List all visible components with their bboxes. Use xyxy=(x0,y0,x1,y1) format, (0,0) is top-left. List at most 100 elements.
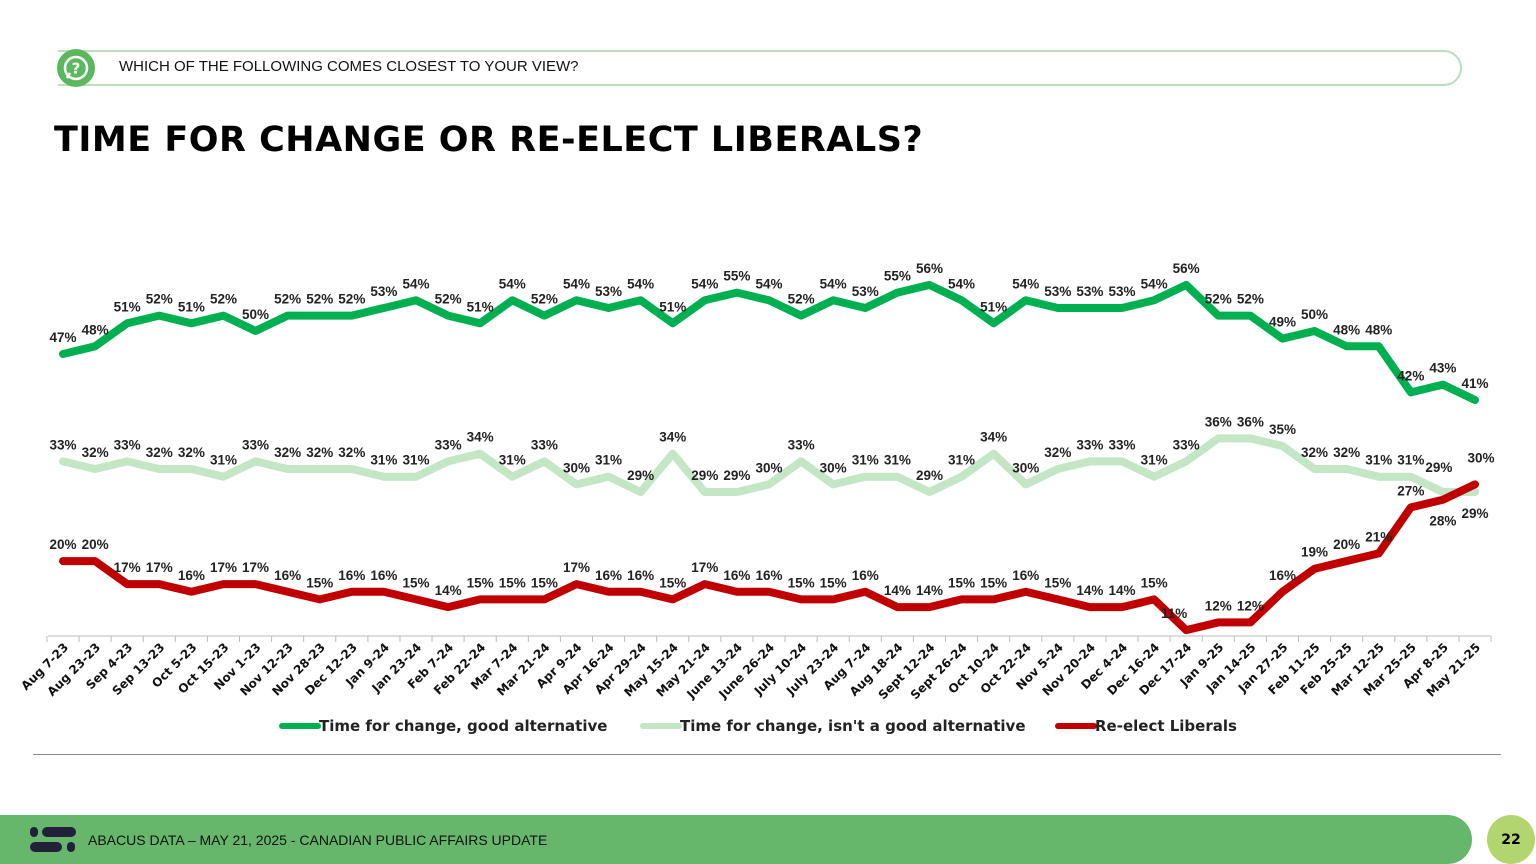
data-label: 52% xyxy=(531,292,558,307)
data-label: 30% xyxy=(563,460,590,475)
data-label: 27% xyxy=(1397,483,1424,498)
data-label: 16% xyxy=(755,568,782,583)
data-label: 33% xyxy=(788,437,815,452)
abacus-logo-icon xyxy=(30,827,76,852)
data-label: 31% xyxy=(210,453,237,468)
data-label: 54% xyxy=(499,276,526,291)
data-label: 32% xyxy=(178,445,205,460)
data-label: 53% xyxy=(852,284,879,299)
data-label: 50% xyxy=(1301,307,1328,322)
data-label: 33% xyxy=(1173,437,1200,452)
svg-text:?: ? xyxy=(72,60,81,78)
chart-title: TIME FOR CHANGE OR RE-ELECT LIBERALS? xyxy=(54,120,924,160)
data-label: 52% xyxy=(306,292,333,307)
data-label: 53% xyxy=(595,284,622,299)
data-label: 12% xyxy=(1237,598,1264,613)
data-label: 17% xyxy=(691,560,718,575)
data-label: 31% xyxy=(1397,453,1424,468)
data-label: 33% xyxy=(435,437,462,452)
data-label: 51% xyxy=(467,299,494,314)
data-label: 52% xyxy=(1205,292,1232,307)
question-icon: ? xyxy=(57,49,95,87)
data-label: 52% xyxy=(435,292,462,307)
data-label: 16% xyxy=(338,568,365,583)
data-label: 34% xyxy=(659,430,686,445)
data-label: 15% xyxy=(788,575,815,590)
data-label: 29% xyxy=(916,468,943,483)
data-label: 30% xyxy=(1012,460,1039,475)
data-label: 17% xyxy=(242,560,269,575)
data-label: 54% xyxy=(755,276,782,291)
data-label: 30% xyxy=(820,460,847,475)
data-label: 30% xyxy=(755,460,782,475)
data-label: 32% xyxy=(146,445,173,460)
data-label: 16% xyxy=(178,568,205,583)
data-label: 36% xyxy=(1205,414,1232,429)
question-text: WHICH OF THE FOLLOWING COMES CLOSEST TO … xyxy=(119,58,579,75)
data-label: 32% xyxy=(1044,445,1071,460)
data-label: 14% xyxy=(1108,583,1135,598)
data-label: 31% xyxy=(402,453,429,468)
data-label: 11% xyxy=(1161,606,1187,621)
data-label: 16% xyxy=(723,568,750,583)
data-label: 54% xyxy=(691,276,718,291)
data-label: 20% xyxy=(1333,537,1360,552)
data-label: 53% xyxy=(370,284,397,299)
data-label: 15% xyxy=(306,575,333,590)
data-label: 33% xyxy=(1076,437,1103,452)
legend-label: Re-elect Liberals xyxy=(1095,717,1237,735)
data-label: 31% xyxy=(948,453,975,468)
data-label: 14% xyxy=(884,583,911,598)
data-label: 16% xyxy=(274,568,301,583)
data-label: 54% xyxy=(402,276,429,291)
data-label: 41% xyxy=(1461,376,1488,391)
data-label: 28% xyxy=(1429,514,1456,529)
data-label: 32% xyxy=(274,445,301,460)
data-label: 49% xyxy=(1269,315,1296,330)
data-label: 33% xyxy=(49,437,76,452)
data-label: 52% xyxy=(788,292,815,307)
data-label: 15% xyxy=(499,575,526,590)
data-label: 29% xyxy=(723,468,750,483)
data-label: 16% xyxy=(595,568,622,583)
legend-label: Time for change, isn't a good alternativ… xyxy=(680,717,1026,735)
data-label: 15% xyxy=(1141,575,1168,590)
data-label: 33% xyxy=(114,437,141,452)
footer-text: ABACUS DATA – MAY 21, 2025 - CANADIAN PU… xyxy=(88,832,548,848)
data-label: 16% xyxy=(627,568,654,583)
data-label: 48% xyxy=(82,322,109,337)
data-label: 35% xyxy=(1269,422,1296,437)
data-label: 51% xyxy=(980,299,1007,314)
data-label: 31% xyxy=(499,453,526,468)
data-label: 16% xyxy=(1012,568,1039,583)
data-label: 19% xyxy=(1301,545,1328,560)
data-label: 53% xyxy=(1044,284,1071,299)
data-label: 42% xyxy=(1397,368,1424,383)
data-label: 29% xyxy=(627,468,654,483)
data-label: 54% xyxy=(1012,276,1039,291)
data-label: 53% xyxy=(1076,284,1103,299)
divider xyxy=(33,754,1501,755)
data-label: 20% xyxy=(49,537,76,552)
data-label: 55% xyxy=(723,269,750,284)
data-label: 12% xyxy=(1205,598,1232,613)
data-label: 32% xyxy=(338,445,365,460)
data-label: 36% xyxy=(1237,414,1264,429)
data-label: 14% xyxy=(916,583,943,598)
data-label: 17% xyxy=(563,560,590,575)
data-label: 56% xyxy=(916,261,943,276)
footer-bar xyxy=(0,815,1472,864)
data-label: 16% xyxy=(852,568,879,583)
data-label: 52% xyxy=(274,292,301,307)
page-number: 22 xyxy=(1487,815,1535,864)
data-label: 52% xyxy=(210,292,237,307)
data-label: 31% xyxy=(852,453,879,468)
data-label: 54% xyxy=(948,276,975,291)
data-label: 56% xyxy=(1173,261,1200,276)
data-label: 32% xyxy=(1333,445,1360,460)
data-label: 54% xyxy=(563,276,590,291)
data-label: 32% xyxy=(82,445,109,460)
data-label: 54% xyxy=(627,276,654,291)
data-label: 15% xyxy=(820,575,847,590)
